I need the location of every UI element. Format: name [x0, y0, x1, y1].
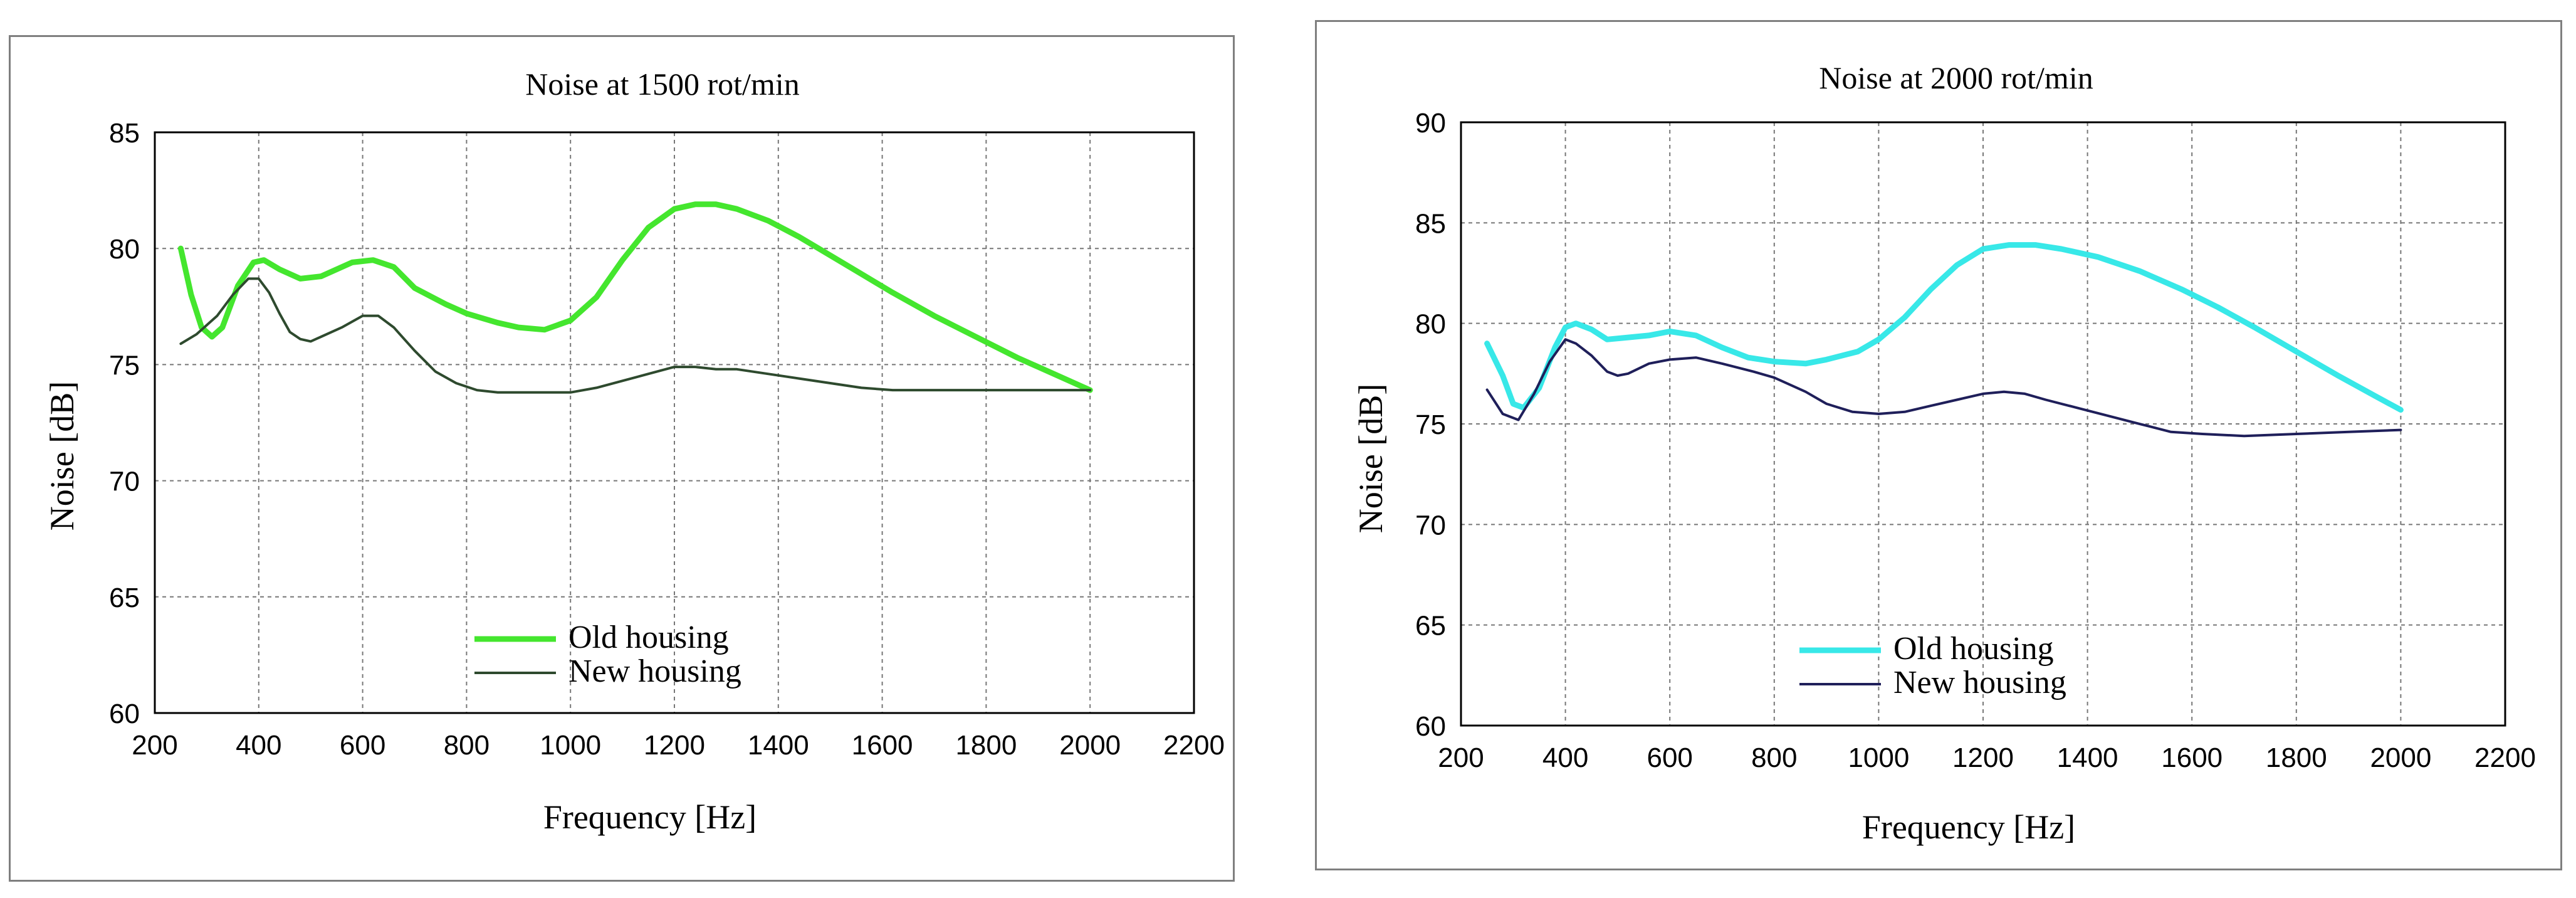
- x-tick-label: 800: [444, 730, 490, 761]
- chart-title: Noise at 1500 rot/min: [525, 66, 799, 102]
- chart-panel-1500: Noise at 1500 rot/min Noise [dB] Frequen…: [9, 35, 1235, 882]
- x-axis-label: Frequency [Hz]: [1862, 808, 2075, 846]
- x-tick-label: 200: [132, 730, 177, 761]
- legend-label-new-housing: New housing: [568, 653, 741, 689]
- y-tick-label: 75: [109, 350, 140, 381]
- y-tick-label: 80: [109, 234, 140, 265]
- series-line-new-housing: [1485, 338, 2402, 438]
- y-tick-label: 90: [1415, 108, 1446, 139]
- x-tick-label: 600: [340, 730, 385, 761]
- y-tick-label: 75: [1415, 409, 1446, 440]
- x-tick-label: 400: [1542, 742, 1588, 773]
- x-tick-label: 2000: [1059, 730, 1121, 761]
- y-axis-label: Noise [dB]: [43, 381, 81, 531]
- chart-svg-1500: Noise at 1500 rot/min Noise [dB] Frequen…: [43, 66, 1225, 836]
- x-tick-label: 1600: [852, 730, 913, 761]
- x-tick-label: 2200: [2474, 742, 2536, 773]
- chart-title: Noise at 2000 rot/min: [1819, 60, 2093, 95]
- y-tick-label: 80: [1415, 309, 1446, 340]
- series-line-old-housing: [1484, 242, 2404, 413]
- y-tick-label: 65: [1415, 611, 1446, 642]
- y-axis-label: Noise [dB]: [1352, 384, 1390, 533]
- chart-panel-2000: Noise at 2000 rot/min Noise [dB] Frequen…: [1315, 20, 2562, 870]
- plot-area-frame: [154, 131, 1195, 714]
- y-tick-label: 65: [109, 583, 140, 613]
- plot-area-frame: [1460, 121, 2506, 727]
- x-tick-label: 1200: [1952, 742, 2014, 773]
- x-tick-label: 1200: [644, 730, 705, 761]
- x-tick-label: 1600: [2161, 742, 2223, 773]
- x-tick-label: 1400: [748, 730, 809, 761]
- y-tick-label: 70: [1415, 510, 1446, 541]
- y-tick-label: 85: [1415, 208, 1446, 239]
- x-tick-label: 1000: [540, 730, 601, 761]
- x-tick-label: 2200: [1163, 730, 1225, 761]
- series-lines: [1484, 242, 2404, 438]
- x-tick-label: 1800: [2266, 742, 2327, 773]
- x-tick-label: 1000: [1848, 742, 1909, 773]
- y-tick-label: 60: [109, 699, 140, 729]
- y-tick-label: 60: [1415, 711, 1446, 742]
- x-tick-label: 800: [1751, 742, 1797, 773]
- series-line-old-housing: [177, 201, 1093, 393]
- x-tick-label: 2000: [2370, 742, 2431, 773]
- legend-label-old-housing: Old housing: [1893, 631, 2054, 667]
- tick-labels: 200 400 600 800 1000 1200 1400 1600 1800 2000 2200…: [109, 118, 1225, 761]
- legend-label-old-housing: Old housing: [568, 620, 729, 655]
- legend-label-new-housing: New housing: [1893, 665, 2066, 700]
- x-axis-label: Frequency [Hz]: [543, 798, 757, 836]
- x-tick-label: 200: [1438, 742, 1484, 773]
- grid-lines: [1461, 122, 2505, 726]
- y-tick-label: 85: [109, 118, 140, 149]
- x-tick-label: 600: [1647, 742, 1692, 773]
- series-lines: [177, 201, 1093, 394]
- chart-svg-2000: Noise at 2000 rot/min Noise [dB] Frequen…: [1352, 60, 2536, 846]
- x-tick-label: 1400: [2057, 742, 2118, 773]
- y-tick-label: 70: [109, 467, 140, 497]
- series-line-new-housing: [179, 277, 1092, 394]
- tick-labels: 200 400 600 800 1000 1200 1400 1600 1800 2000 2200…: [1415, 108, 2536, 773]
- x-tick-label: 1800: [955, 730, 1017, 761]
- grid-lines: [155, 132, 1194, 713]
- x-tick-label: 400: [236, 730, 281, 761]
